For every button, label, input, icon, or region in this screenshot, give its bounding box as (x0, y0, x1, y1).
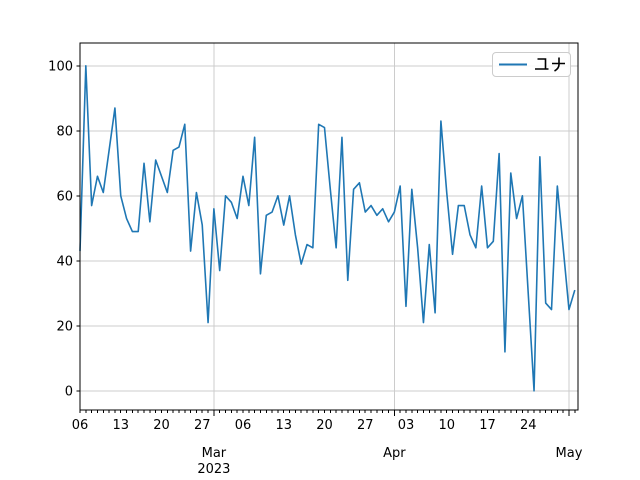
x-tick-label-day-10: 10 (438, 418, 455, 433)
y-tick-label-0: 0 (65, 384, 73, 399)
axes-spines (79, 42, 579, 411)
x-tick-label-day-27: 27 (194, 418, 211, 433)
x-month-label-Mar: Mar (202, 446, 227, 461)
x-tick-label-day-06: 06 (235, 418, 252, 433)
y-tick-label-100: 100 (48, 59, 73, 74)
x-tick-label-day-20: 20 (316, 418, 333, 433)
x-tick-label-day-13: 13 (112, 418, 129, 433)
x-tick-label-day-03: 03 (398, 418, 415, 433)
katakana-yu-glyph (535, 58, 549, 70)
x-tick-label-day-27: 27 (357, 418, 374, 433)
y-tick-label-60: 60 (56, 189, 73, 204)
x-month-label-Apr: Apr (383, 446, 406, 461)
legend-content (499, 57, 565, 72)
x-tick-label-day-20: 20 (153, 418, 170, 433)
x-month-label-May: May (556, 446, 583, 461)
x-year-label: 2023 (197, 462, 230, 477)
series-line-ユナ (79, 64, 576, 392)
y-tick-label-40: 40 (56, 254, 73, 269)
y-tick-label-20: 20 (56, 319, 73, 334)
legend (492, 52, 571, 77)
x-tick-label-day-24: 24 (520, 418, 537, 433)
y-tick-label-80: 80 (56, 124, 73, 139)
x-tick-label-day-17: 17 (479, 418, 496, 433)
katakana-na-glyph (552, 57, 565, 72)
legend-label-glyphs (535, 57, 565, 72)
x-tick-label-day-06: 06 (72, 418, 89, 433)
x-tick-label-day-13: 13 (275, 418, 292, 433)
